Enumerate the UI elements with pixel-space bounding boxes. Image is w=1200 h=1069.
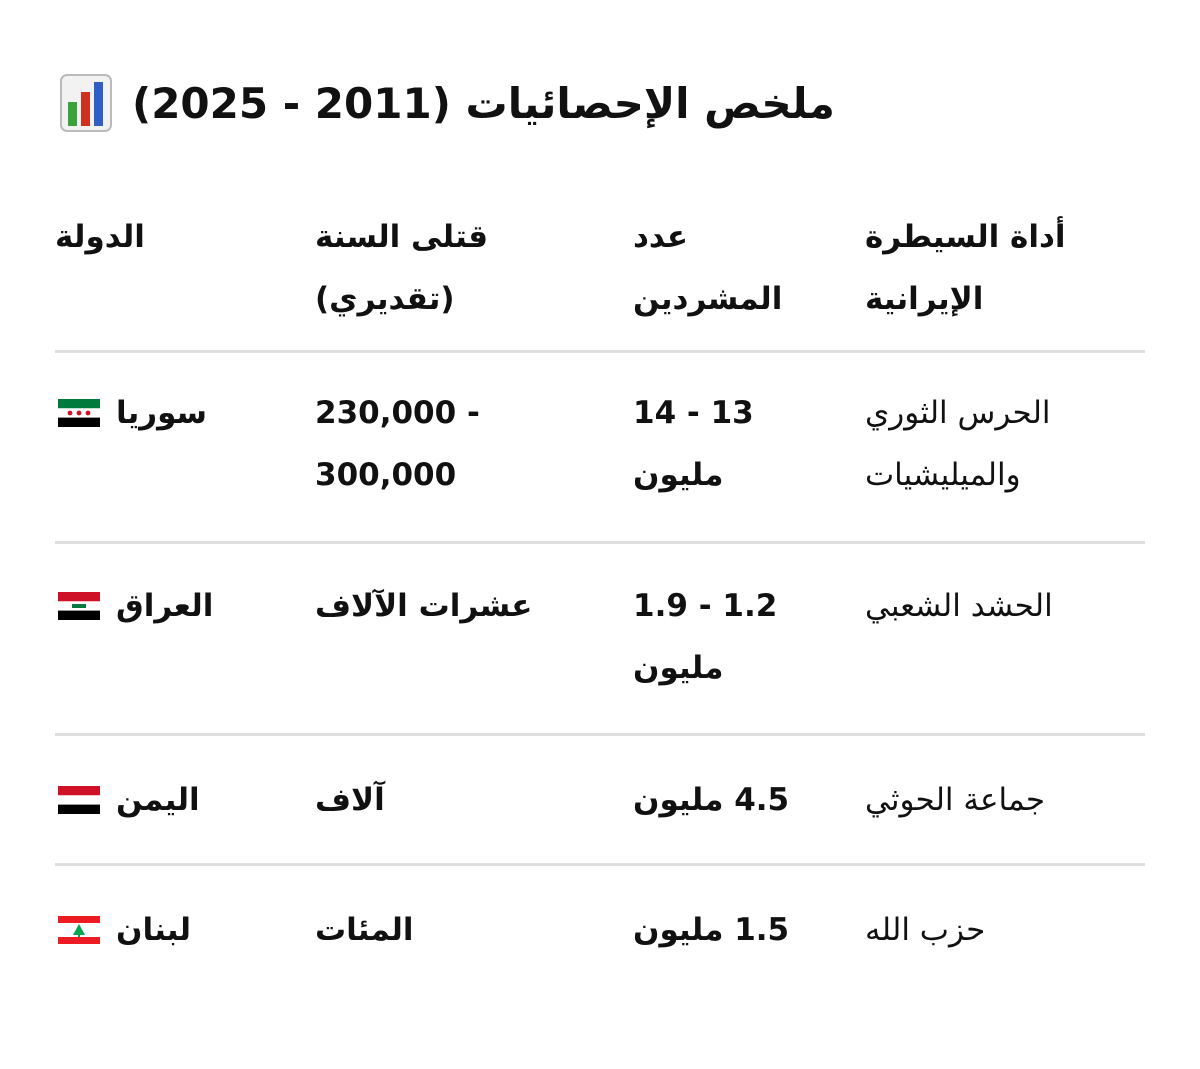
deaths-cell: 230,000 - 300,000 <box>315 395 480 493</box>
displaced-cell: 1.2 - 1.9 مليون <box>633 588 778 686</box>
control-cell: جماعة الحوثي <box>865 782 1046 818</box>
flag <box>58 592 100 620</box>
country-cell: العراق <box>58 575 213 637</box>
header-cell: الدولة <box>55 219 145 255</box>
deaths-cell: عشرات الآلاف <box>315 588 533 624</box>
title: ملخص الإحصائيات (2011 - 2025) <box>60 70 835 136</box>
divider <box>55 541 1145 544</box>
divider <box>55 350 1145 353</box>
country-name: لبنان <box>116 912 192 948</box>
flag <box>58 786 100 814</box>
flag <box>58 916 100 944</box>
chart-icon <box>60 74 112 132</box>
header-cell: قتلى السنة (تقديري) <box>315 219 489 317</box>
country-name: سوريا <box>116 395 208 431</box>
displaced-cell: 4.5 مليون <box>633 782 790 818</box>
control-cell: الحشد الشعبي <box>865 588 1053 624</box>
country-cell: لبنان <box>58 899 191 961</box>
country-name: اليمن <box>116 782 200 818</box>
header-cell: أداة السيطرة الإيرانية <box>865 219 1066 317</box>
displaced-cell: 1.5 مليون <box>633 912 790 948</box>
divider <box>55 863 1145 866</box>
country-name: العراق <box>116 588 214 624</box>
deaths-cell: آلاف <box>315 782 385 818</box>
displaced-cell: 13 - 14 مليون <box>633 395 754 493</box>
flag <box>58 399 100 427</box>
country-cell: اليمن <box>58 769 200 831</box>
control-cell: حزب الله <box>865 912 986 948</box>
control-cell: الحرس الثوري والميليشيات <box>865 395 1051 493</box>
title-text: ملخص الإحصائيات (2011 - 2025) <box>132 78 835 128</box>
country-cell: سوريا <box>58 382 207 444</box>
header-cell: عدد المشردين <box>633 219 783 317</box>
deaths-cell: المئات <box>315 912 414 948</box>
divider <box>55 733 1145 736</box>
